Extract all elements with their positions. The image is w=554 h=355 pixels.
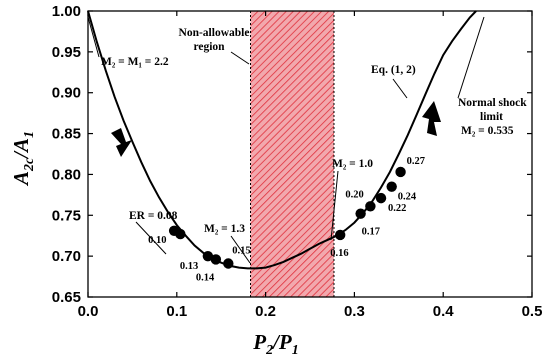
x-tick-label: 0.1 bbox=[166, 303, 187, 320]
x-tick-label: 0.2 bbox=[255, 303, 276, 320]
y-axis-label: A2c/A1 bbox=[9, 131, 37, 187]
y-tick-label: 0.90 bbox=[52, 85, 81, 102]
x-tick-label: 0.5 bbox=[522, 303, 543, 320]
direction-arrow-up bbox=[422, 101, 441, 136]
y-tick-label: 0.70 bbox=[52, 248, 81, 265]
leader-non-allowable bbox=[230, 51, 250, 65]
annotation-normal-shock-1: Normal shock bbox=[458, 97, 527, 109]
point-label: 0.24 bbox=[398, 192, 417, 203]
axis-ticks bbox=[87, 10, 533, 298]
annotation-m13: M₂ = 1.3 bbox=[204, 223, 245, 235]
annotation-m2-m1: M₂ = M₁ = 2.2 bbox=[101, 56, 169, 68]
data-point bbox=[355, 208, 366, 219]
point-label: 0.13 bbox=[180, 261, 198, 272]
data-point bbox=[375, 192, 387, 204]
point-label: 0.16 bbox=[330, 248, 348, 259]
data-points bbox=[168, 166, 406, 269]
eq-curve bbox=[87, 10, 477, 270]
point-label: 0.17 bbox=[362, 227, 380, 238]
x-tick-label: 0.3 bbox=[344, 303, 365, 320]
annotation-non-allowable-1: Non-allowable bbox=[179, 27, 250, 39]
data-point bbox=[386, 181, 397, 192]
annotation-eq: Eq. (1, 2) bbox=[371, 64, 416, 76]
annotation-normal-shock-2: limit bbox=[480, 111, 503, 123]
non-allowable-region-hatch bbox=[250, 11, 334, 297]
y-tick-label: 0.80 bbox=[52, 166, 81, 183]
data-point bbox=[223, 258, 234, 269]
point-label: 0.10 bbox=[148, 235, 166, 246]
leader-m13 bbox=[230, 235, 251, 264]
data-point bbox=[210, 254, 222, 265]
y-tick-label: 1.00 bbox=[52, 3, 81, 20]
leader-er bbox=[135, 221, 167, 255]
data-point bbox=[395, 166, 406, 178]
y-tick-label: 0.75 bbox=[52, 207, 81, 224]
data-point bbox=[365, 201, 376, 212]
y-tick-labels: 0.65 0.70 0.75 0.80 0.85 0.90 0.95 1.00 bbox=[52, 3, 81, 306]
annotation-m10: M₂ = 1.0 bbox=[332, 158, 373, 170]
plot-frame bbox=[87, 10, 533, 298]
leader-normal-shock bbox=[457, 16, 485, 99]
y-tick-label: 0.95 bbox=[52, 44, 81, 61]
x-axis-label: P2/P1 bbox=[252, 330, 299, 355]
x-tick-label: 0.4 bbox=[433, 303, 455, 320]
point-label: 0.22 bbox=[388, 203, 406, 214]
leader-eq bbox=[392, 78, 408, 99]
point-label: 0.27 bbox=[407, 156, 425, 167]
annotation-normal-shock-3: M₂ = 0.535 bbox=[461, 125, 514, 137]
data-point bbox=[202, 250, 214, 262]
direction-arrow-down bbox=[111, 128, 132, 157]
annotation-non-allowable-2: region bbox=[193, 41, 225, 53]
y-tick-label: 0.85 bbox=[52, 126, 81, 143]
y-tick-label: 0.65 bbox=[52, 289, 81, 306]
leader-m2-m1 bbox=[87, 16, 100, 58]
annotation-er: ER = 0.08 bbox=[129, 210, 178, 222]
point-label: 0.14 bbox=[196, 272, 215, 283]
leader-m10 bbox=[330, 170, 339, 241]
data-point bbox=[175, 228, 186, 240]
x-tick-label: 0.0 bbox=[78, 303, 99, 320]
x-tick-labels: 0.0 0.1 0.2 0.3 0.4 0.5 bbox=[78, 303, 543, 320]
point-label: 0.20 bbox=[345, 189, 363, 200]
data-point bbox=[334, 229, 346, 241]
